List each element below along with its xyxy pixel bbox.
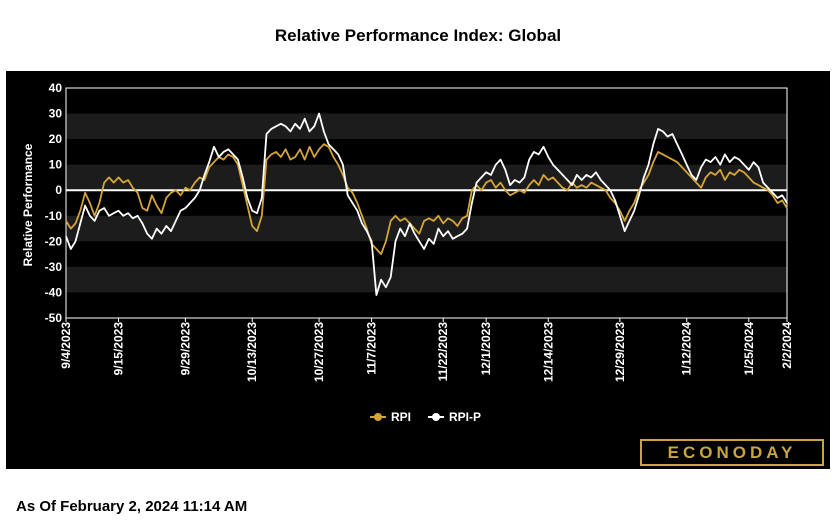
x-tick-label: 12/14/2023 xyxy=(541,322,555,382)
series-line-rpi xyxy=(65,143,788,255)
y-tick-label: -20 xyxy=(45,234,63,248)
grid-band xyxy=(66,292,787,318)
x-tick-label: 9/15/2023 xyxy=(112,322,126,376)
x-tick-label: 11/22/2023 xyxy=(436,322,450,382)
as-of-timestamp: As Of February 2, 2024 11:14 AM xyxy=(16,498,248,515)
grid-band xyxy=(66,113,787,140)
y-tick-label: -10 xyxy=(45,209,63,223)
x-tick-labels: 9/4/2023 9/15/2023 9/29/2023 10/13/2023 10/2… xyxy=(59,318,794,382)
x-tick-label: 1/25/2024 xyxy=(742,322,756,376)
grid-band xyxy=(66,164,787,191)
chart-title: Relative Performance Index: Global xyxy=(274,26,562,45)
x-tick-label: 11/7/2023 xyxy=(365,322,379,375)
y-tick-label: 20 xyxy=(49,132,63,146)
y-tick-label: -40 xyxy=(45,285,63,299)
x-tick-label: 9/29/2023 xyxy=(178,322,192,376)
y-tick-labels: 40 30 20 10 0 -10 -20 -30 -40 -50 xyxy=(45,81,63,325)
x-tick-label: 10/13/2023 xyxy=(245,322,259,382)
x-tick-label: 12/1/2023 xyxy=(479,322,493,376)
grid-band xyxy=(66,88,787,114)
y-tick-label: -30 xyxy=(45,260,63,274)
chart-bands xyxy=(66,88,787,318)
x-tick-label: 10/27/2023 xyxy=(312,322,326,382)
x-tick-label: 9/4/2023 xyxy=(59,322,73,369)
grid-band xyxy=(66,139,787,165)
y-axis-label: Relative Performance xyxy=(21,143,35,266)
grid-band xyxy=(66,190,787,216)
legend-label: RPI xyxy=(391,410,411,424)
x-tick-label: 2/2/2024 xyxy=(780,322,794,369)
legend-label: RPI-P xyxy=(449,410,481,424)
x-tick-label: 1/12/2024 xyxy=(680,322,694,376)
legend-marker xyxy=(432,413,440,421)
grid-band xyxy=(66,266,787,293)
chart-lines xyxy=(65,112,788,296)
y-tick-label: 30 xyxy=(49,107,63,121)
y-tick-label: 0 xyxy=(55,183,62,197)
chart-legend: RPI RPI-P xyxy=(370,410,481,424)
econoday-logo: ECONODAY xyxy=(640,439,824,466)
legend-marker xyxy=(374,413,382,421)
y-tick-label: 10 xyxy=(49,158,63,172)
y-tick-label: -50 xyxy=(45,311,63,325)
series-line-rpi-p xyxy=(65,112,788,296)
x-tick-label: 12/29/2023 xyxy=(613,322,627,382)
y-tick-label: 40 xyxy=(49,81,63,95)
